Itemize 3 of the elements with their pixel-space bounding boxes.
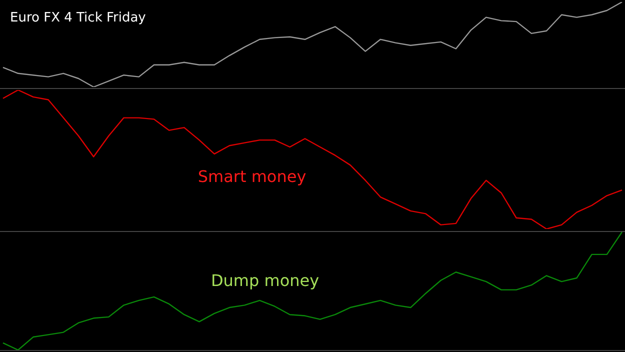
annotation: Smart money	[198, 167, 306, 186]
text: Euro FX 4 Tick Friday	[10, 10, 146, 26]
annotation: Dump money	[210, 271, 320, 290]
